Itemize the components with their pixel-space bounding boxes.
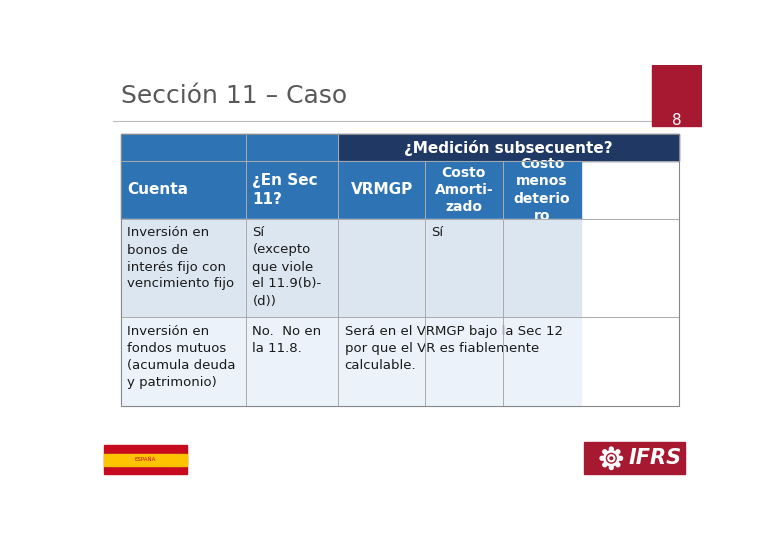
Bar <box>339 318 581 406</box>
Circle shape <box>600 456 604 460</box>
Circle shape <box>609 447 613 451</box>
Bar <box>121 134 679 406</box>
Text: Sí: Sí <box>431 226 443 240</box>
Text: Sección 11 – Caso: Sección 11 – Caso <box>121 84 347 107</box>
Text: No.  No en
la 11.8.: No. No en la 11.8. <box>253 325 321 355</box>
Bar <box>503 161 581 219</box>
Text: IFRS: IFRS <box>629 448 682 468</box>
Text: Cuenta: Cuenta <box>127 183 188 198</box>
Text: Será en el VRMGP bajo la Sec 12
por que el VR es fiablemente
calculable.: Será en el VRMGP bajo la Sec 12 por que … <box>345 325 562 372</box>
Text: Inversión en
fondos mutuos
(acumula deuda
y patrimonio): Inversión en fondos mutuos (acumula deud… <box>127 325 236 389</box>
Bar <box>503 219 581 318</box>
Text: VRMGP: VRMGP <box>350 183 413 198</box>
Circle shape <box>603 463 607 467</box>
Bar <box>339 161 425 219</box>
Bar <box>339 219 425 318</box>
Text: Costo
menos
deterio
ro: Costo menos deterio ro <box>514 157 570 223</box>
Bar <box>246 318 339 406</box>
Circle shape <box>603 450 607 454</box>
Circle shape <box>616 463 620 467</box>
Bar <box>651 65 702 126</box>
Text: ¿Medición subsecuente?: ¿Medición subsecuente? <box>404 139 613 156</box>
Text: Inversión en
bonos de
interés fijo con
vencimiento fijo: Inversión en bonos de interés fijo con v… <box>127 226 234 291</box>
Bar <box>121 219 246 318</box>
Bar <box>104 454 187 466</box>
Text: Costo
Amorti-
zado: Costo Amorti- zado <box>434 166 493 214</box>
Text: Sí
(excepto
que viole
el 11.9(b)-
(d)): Sí (excepto que viole el 11.9(b)- (d)) <box>253 226 321 307</box>
Text: 8: 8 <box>672 113 681 128</box>
Circle shape <box>619 456 622 460</box>
Bar <box>121 134 246 219</box>
Bar <box>584 442 685 475</box>
Text: ESPAÑA: ESPAÑA <box>135 457 156 462</box>
Bar <box>425 219 503 318</box>
Circle shape <box>616 450 620 454</box>
Bar <box>246 219 339 318</box>
Bar <box>121 318 246 406</box>
Circle shape <box>609 465 613 469</box>
Bar <box>104 445 187 475</box>
Bar <box>246 134 339 219</box>
Text: ¿En Sec
11?: ¿En Sec 11? <box>253 172 318 207</box>
Bar <box>339 134 679 161</box>
Bar <box>425 161 503 219</box>
